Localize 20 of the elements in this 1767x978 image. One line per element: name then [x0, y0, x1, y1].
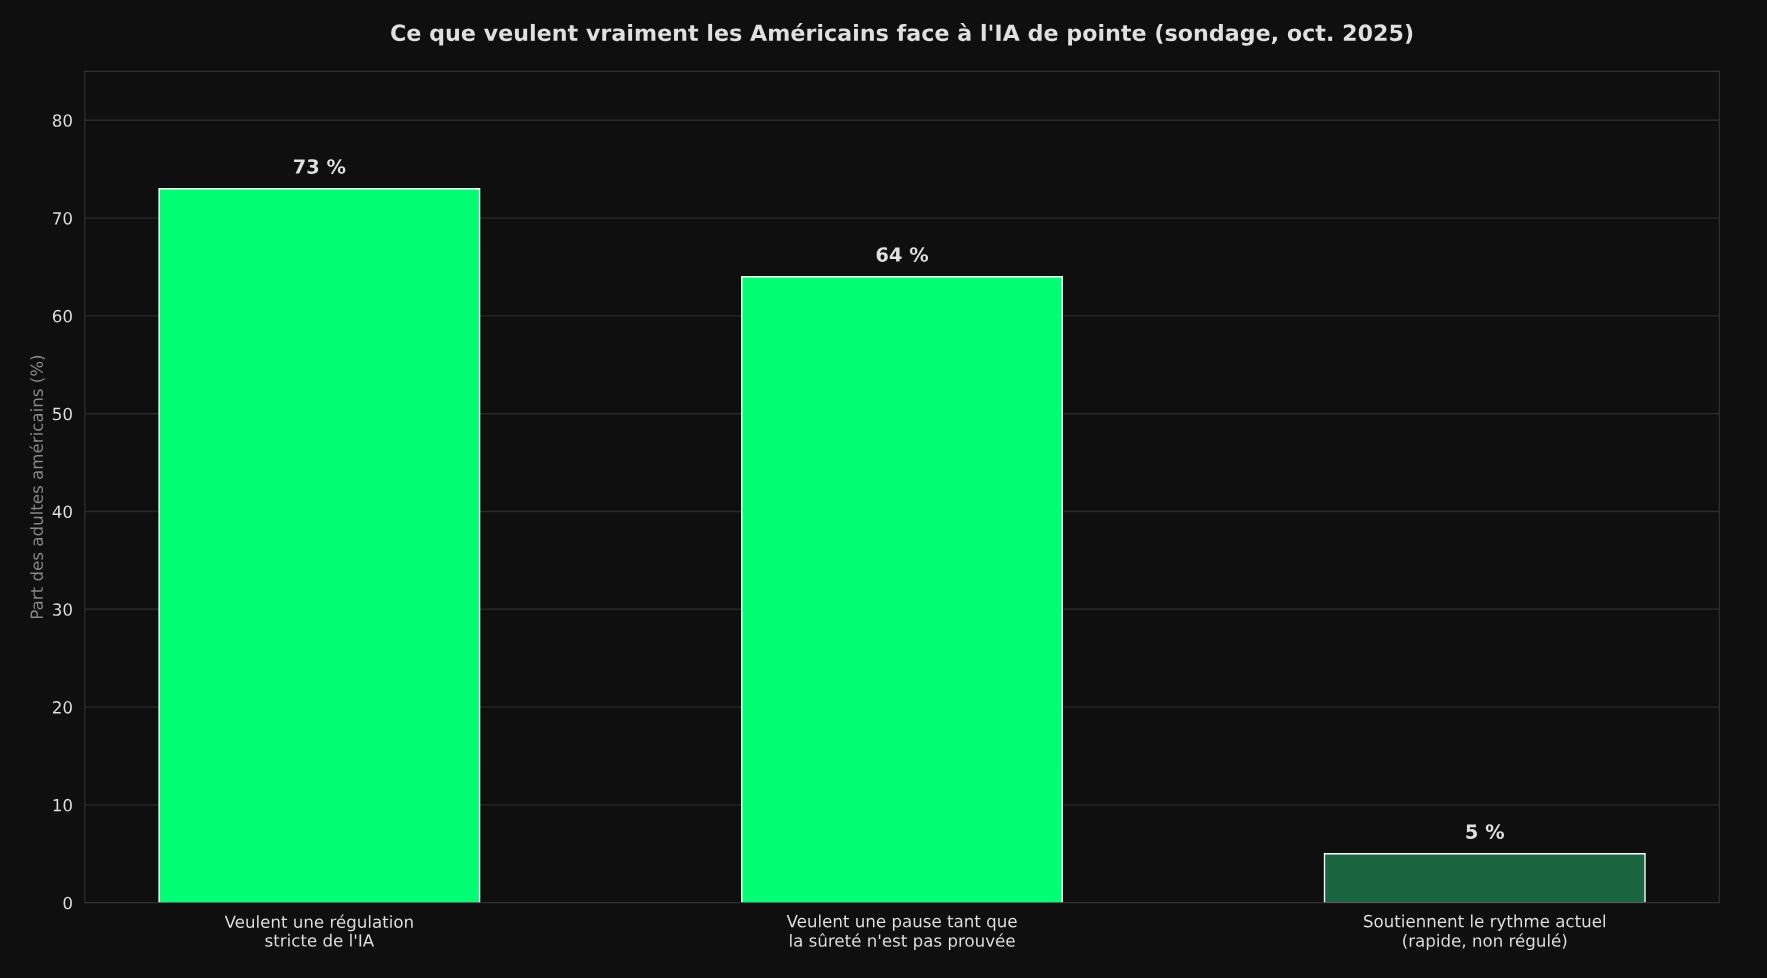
bar [158, 188, 481, 903]
x-tick-label: Soutiennent le rythme actuel (rapide, non régulé) [1364, 914, 1606, 951]
y-tick-label: 50 [53, 407, 72, 421]
bar [1323, 853, 1646, 903]
x-tick-label: Veulent une pause tant que la sûreté n'est pas prouvée [786, 914, 1017, 951]
y-tick-label: 0 [63, 896, 72, 910]
x-tick-label: Veulent une régulation stricte de l'IA [224, 914, 413, 947]
y-tick-label: 20 [53, 701, 72, 714]
y-axis-title: Part des adultes américains (%) [29, 355, 45, 619]
data-label: 73 % [294, 159, 346, 174]
y-tick-label: 80 [52, 114, 72, 127]
y-tick-label: 30 [53, 603, 72, 616]
data-label: 64 % [876, 247, 929, 262]
bar [741, 276, 1063, 903]
y-tick-label: 10 [53, 798, 72, 812]
y-tick-label: 60 [52, 309, 72, 323]
y-tick-label: 70 [53, 212, 72, 225]
y-tick-label: 40 [52, 505, 72, 519]
data-label: 5 % [1466, 824, 1505, 839]
chart-title: Ce que veulent vraiment les Américains face à l'IA de pointe (sondage, oct. 2025) [391, 23, 1413, 46]
